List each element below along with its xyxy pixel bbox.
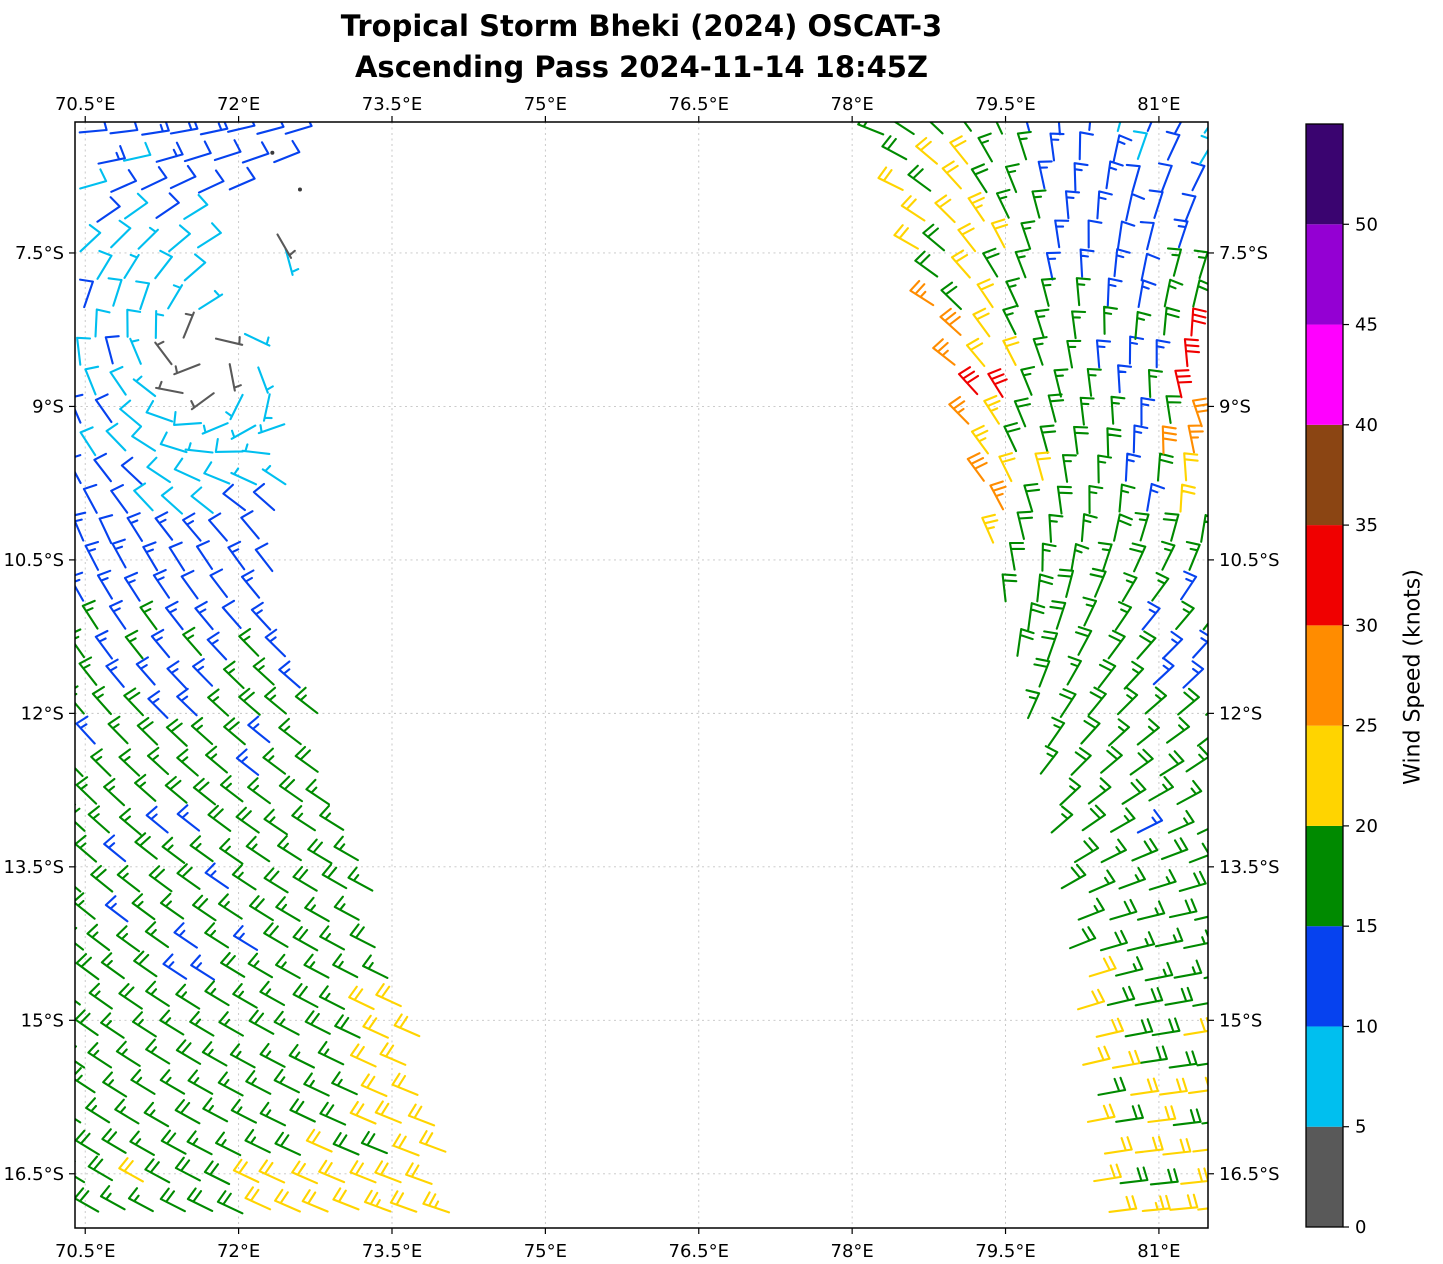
colorbar-tick-label: 25 <box>1355 716 1378 737</box>
x-tick-label-top: 70.5°E <box>55 94 115 115</box>
colorbar-band <box>1306 1026 1343 1127</box>
colorbar-band <box>1306 124 1343 225</box>
y-tick-label-right: 15°S <box>1219 1010 1262 1031</box>
y-tick-label-left: 13.5°S <box>3 857 64 878</box>
y-tick-label-right: 13.5°S <box>1219 857 1280 878</box>
colorbar-ticks <box>1343 223 1349 1228</box>
y-tick-label-right: 7.5°S <box>1219 243 1268 264</box>
y-tick-label-left: 7.5°S <box>15 243 64 264</box>
x-tick-label-top: 72°E <box>217 94 260 115</box>
chart-subtitle: Ascending Pass 2024-11-14 18:45Z <box>354 50 928 84</box>
colorbar-tick-label: 15 <box>1355 916 1378 937</box>
colorbar-label: Wind Speed (knots) <box>1400 569 1426 785</box>
x-tick-label-top: 75°E <box>524 94 567 115</box>
x-tick-label-bottom: 79.5°E <box>975 1241 1035 1262</box>
colorbar-frame <box>1305 123 1344 1228</box>
colorbar <box>1305 123 1344 1228</box>
x-tick-label-top: 73.5°E <box>362 94 422 115</box>
chart-title-block: Tropical Storm Bheki (2024) OSCAT-3 Asce… <box>75 6 1208 88</box>
y-tick-label-right: 10.5°S <box>1219 550 1280 571</box>
y-tick-label-left: 10.5°S <box>3 550 64 571</box>
x-tick-label-top: 81°E <box>1137 94 1180 115</box>
x-tick-label-bottom: 78°E <box>831 1241 874 1262</box>
wind-barbs-#595959 <box>154 233 296 411</box>
colorbar-band <box>1306 1126 1343 1227</box>
y-tick-label-right: 9°S <box>1219 396 1251 417</box>
colorbar-tick-label: 10 <box>1355 1016 1378 1037</box>
x-tick-label-bottom: 70.5°E <box>55 1241 115 1262</box>
x-tick-label-top: 78°E <box>831 94 874 115</box>
y-tick-label-left: 9°S <box>32 396 64 417</box>
colorbar-tick-label: 45 <box>1355 315 1378 336</box>
x-tick-label-bottom: 72°E <box>217 1241 260 1262</box>
axis-tick-labels: 70.5°E 70.5°E 72°E 72°E 73.5°E 73.5°E 75°E 75°E… <box>3 94 1377 1262</box>
wind-barbs-#ffd400 <box>118 135 1208 1214</box>
colorbar-band <box>1306 825 1343 927</box>
colorbar-tick-label: 5 <box>1355 1117 1366 1138</box>
colorbar-tick-label: 0 <box>1355 1217 1366 1238</box>
x-tick-label-bottom: 76.5°E <box>669 1241 729 1262</box>
wind-barbs-#0642ef <box>75 122 1208 981</box>
axis-ticks <box>69 116 1214 1234</box>
y-tick-label-left: 12°S <box>21 703 64 724</box>
x-tick-label-top: 79.5°E <box>975 94 1035 115</box>
y-tick-label-left: 16.5°S <box>3 1164 64 1185</box>
y-tick-label-left: 15°S <box>21 1010 64 1031</box>
colorbar-tick-label: 40 <box>1355 415 1378 436</box>
colorbar-band <box>1306 625 1343 726</box>
colorbar-band <box>1306 525 1343 626</box>
colorbar-tick-label: 50 <box>1355 214 1378 235</box>
colorbar-band <box>1306 926 1343 1027</box>
calm-dots <box>270 150 302 192</box>
x-tick-label-bottom: 73.5°E <box>362 1241 422 1262</box>
colorbar-band <box>1306 324 1343 425</box>
y-tick-label-right: 12°S <box>1219 703 1262 724</box>
y-tick-label-right: 16.5°S <box>1219 1164 1280 1185</box>
x-tick-label-bottom: 81°E <box>1137 1241 1180 1262</box>
colorbar-tick-label: 20 <box>1355 816 1378 837</box>
wind-barbs-#ff8c00 <box>909 279 1208 511</box>
colorbar-band <box>1306 424 1343 526</box>
colorbar-band <box>1306 224 1343 325</box>
wind-barbs-#008a00 <box>75 122 1208 1215</box>
wind-barbs-#00bfef <box>76 122 1208 515</box>
map-frame <box>74 121 1209 1229</box>
colorbar-tick-label: 30 <box>1355 615 1378 636</box>
x-tick-label-bottom: 75°E <box>524 1241 567 1262</box>
wind-barbs-layer <box>75 122 1208 1215</box>
colorbar-band <box>1306 725 1343 826</box>
wind-barbs-#f00000 <box>957 307 1207 399</box>
chart-title: Tropical Storm Bheki (2024) OSCAT-3 <box>340 9 943 43</box>
colorbar-tick-label: 35 <box>1355 515 1378 536</box>
x-tick-label-top: 76.5°E <box>669 94 729 115</box>
